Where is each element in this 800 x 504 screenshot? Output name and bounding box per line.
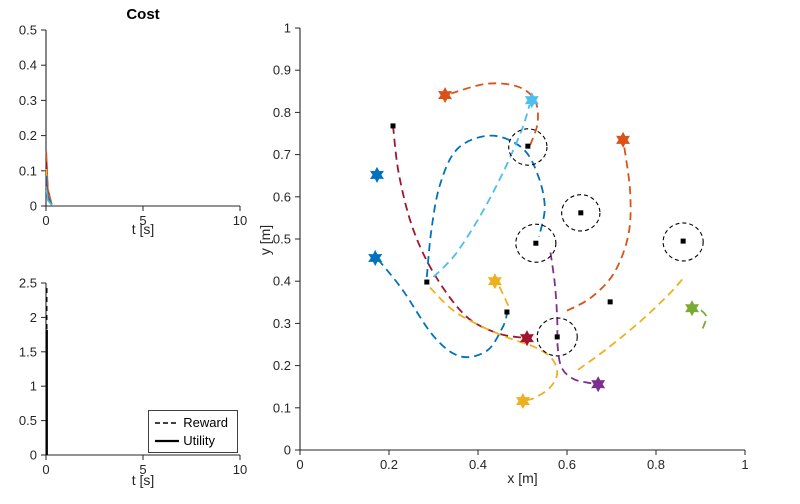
svg-text:0.1: 0.1 — [273, 400, 291, 415]
trajectory-yaxis-label: y [m] — [257, 224, 273, 256]
svg-text:0: 0 — [284, 443, 291, 458]
cost-xaxis-label: t [s] — [131, 221, 155, 237]
svg-text:0: 0 — [42, 462, 49, 477]
svg-text:0.7: 0.7 — [273, 147, 291, 162]
svg-text:0.4: 0.4 — [273, 274, 291, 289]
solid-line-sample-icon — [155, 439, 180, 442]
svg-text:10: 10 — [233, 213, 247, 228]
legend-box: Reward Utility — [148, 410, 238, 453]
legend-entry-reward: Reward — [155, 415, 228, 430]
svg-text:1: 1 — [284, 21, 291, 36]
reward-utility-xaxis-label: t [s] — [131, 472, 155, 488]
legend-label-reward: Reward — [183, 415, 228, 430]
svg-text:0.6: 0.6 — [273, 189, 291, 204]
svg-text:5: 5 — [139, 213, 146, 228]
svg-text:0: 0 — [42, 213, 49, 228]
svg-text:0.6: 0.6 — [558, 457, 576, 472]
svg-text:0.4: 0.4 — [469, 457, 487, 472]
svg-text:0: 0 — [30, 199, 37, 214]
svg-text:2.5: 2.5 — [19, 276, 37, 291]
svg-text:0: 0 — [296, 457, 303, 472]
svg-text:0.3: 0.3 — [273, 316, 291, 331]
cost-plot: 0 5 10 0 0.1 0.2 0.3 0.4 0.5 — [19, 23, 247, 229]
svg-text:0.5: 0.5 — [19, 413, 37, 428]
svg-text:1: 1 — [741, 457, 748, 472]
svg-text:0.8: 0.8 — [647, 457, 665, 472]
svg-text:0.5: 0.5 — [273, 232, 291, 247]
svg-text:0: 0 — [30, 448, 37, 463]
legend-label-utility: Utility — [183, 433, 215, 448]
svg-text:1: 1 — [30, 379, 37, 394]
svg-text:10: 10 — [233, 462, 247, 477]
svg-text:0.2: 0.2 — [19, 128, 37, 143]
trajectory-plot: 0 0.2 0.4 0.6 0.8 1 0 0.1 0.2 0.3 0.4 0.5 0.6 0.7 0.8 0… — [273, 21, 749, 473]
reward_utility-canvas: 0 5 10 0 0.5 1 1.5 2 2.5 — [19, 276, 247, 478]
trajectories-canvas: 0 0.2 0.4 0.6 0.8 1 0 0.1 0.2 0.3 0.4 0.5 0.6 0.7 0.8 0… — [273, 21, 749, 473]
svg-text:0.3: 0.3 — [19, 93, 37, 108]
svg-text:0.1: 0.1 — [19, 163, 37, 178]
svg-text:0.5: 0.5 — [19, 23, 37, 38]
cost-canvas: 0 5 10 0 0.1 0.2 0.3 0.4 0.5 — [19, 23, 247, 229]
svg-text:1.5: 1.5 — [19, 344, 37, 359]
dashed-line-sample-icon — [155, 421, 180, 424]
svg-text:0.2: 0.2 — [273, 358, 291, 373]
svg-text:5: 5 — [139, 462, 146, 477]
svg-text:0.8: 0.8 — [273, 105, 291, 120]
svg-text:0.4: 0.4 — [19, 58, 37, 73]
trajectory-xaxis-label: x [m] — [507, 470, 538, 486]
reward-utility-plot: Reward Utility 0 5 10 0 0.5 1 1.5 2 2.5 — [19, 276, 247, 478]
cost-plot-title: Cost — [126, 6, 160, 23]
svg-text:0.9: 0.9 — [273, 63, 291, 78]
svg-text:0.2: 0.2 — [380, 457, 398, 472]
svg-text:2: 2 — [30, 310, 37, 325]
legend-entry-utility: Utility — [155, 433, 228, 448]
